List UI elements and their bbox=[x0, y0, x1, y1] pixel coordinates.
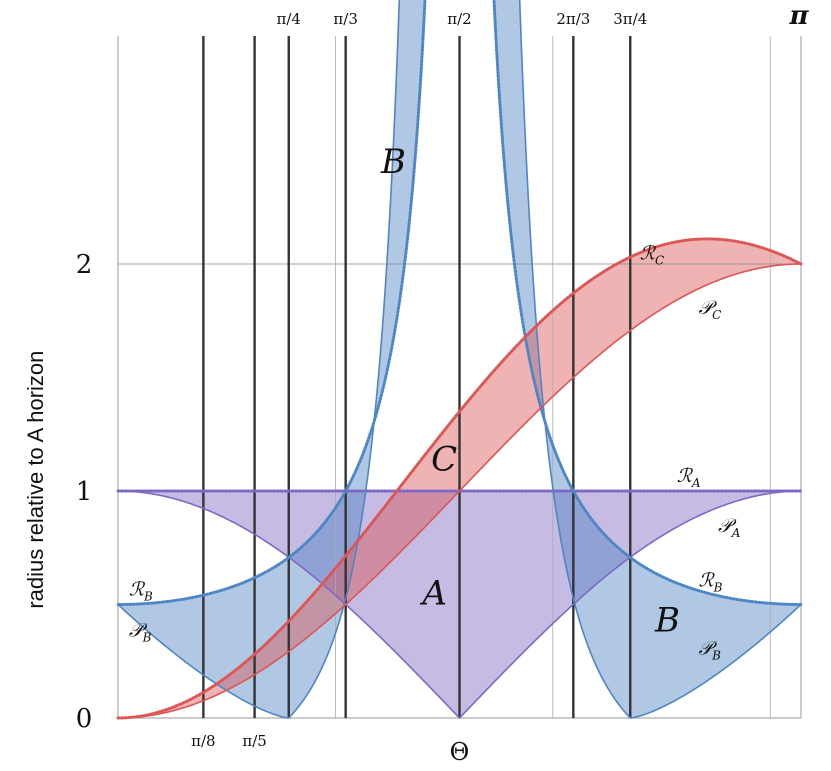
y-tick-label: 1 bbox=[76, 477, 93, 507]
x-tick-label: π/8 bbox=[191, 732, 215, 750]
y-axis-label: radius relative to A horizon bbox=[23, 351, 48, 609]
area-B-right bbox=[494, 0, 801, 718]
region-letter-C: C bbox=[431, 440, 457, 480]
region-letter-A: A bbox=[419, 574, 447, 614]
curve-PB-right bbox=[518, 0, 802, 719]
curve-PC bbox=[117, 263, 802, 719]
curve-label-B: ℛB bbox=[129, 578, 153, 603]
x-tick-label: π/5 bbox=[242, 732, 266, 750]
curve-label-A: ℛA bbox=[677, 465, 701, 490]
x-tick-label: π/4 bbox=[277, 10, 301, 28]
curve-label-subscript: A bbox=[691, 476, 701, 490]
x-tick-label: π/3 bbox=[333, 10, 357, 28]
region-letter-B: B bbox=[380, 142, 406, 182]
x-tick-label: 2π/3 bbox=[556, 10, 590, 28]
area-B-left bbox=[118, 0, 425, 718]
curve-label-subscript: B bbox=[713, 580, 723, 594]
y-tick-label: 2 bbox=[76, 250, 93, 280]
x-tick-label: 3π/4 bbox=[613, 10, 647, 28]
region-letter-B: B bbox=[654, 601, 680, 641]
curve-label-B: ℛB bbox=[698, 569, 722, 594]
curve-RC bbox=[116, 237, 803, 720]
curve-label-A: 𝒫A bbox=[718, 515, 741, 540]
curve-label-subscript: B bbox=[143, 589, 153, 603]
curve-RB-right bbox=[492, 0, 803, 606]
x-tick-label: π bbox=[788, 1, 809, 31]
curve-label-subscript: C bbox=[655, 253, 664, 267]
curve-PA bbox=[117, 490, 802, 720]
curve-label-subscript: B bbox=[142, 630, 152, 644]
x-tick-label: π/2 bbox=[447, 10, 471, 28]
boundary-curves bbox=[116, 0, 803, 720]
curve-RB-left bbox=[116, 0, 427, 606]
y-tick-label: 0 bbox=[76, 704, 93, 734]
curve-label-C: 𝒫C bbox=[698, 297, 721, 322]
curve-label-subscript: A bbox=[731, 526, 741, 540]
curve-label-subscript: B bbox=[711, 648, 721, 662]
curve-PB-left bbox=[117, 0, 401, 719]
x-axis-label: Θ bbox=[450, 738, 470, 766]
curve-label-subscript: C bbox=[712, 308, 721, 322]
